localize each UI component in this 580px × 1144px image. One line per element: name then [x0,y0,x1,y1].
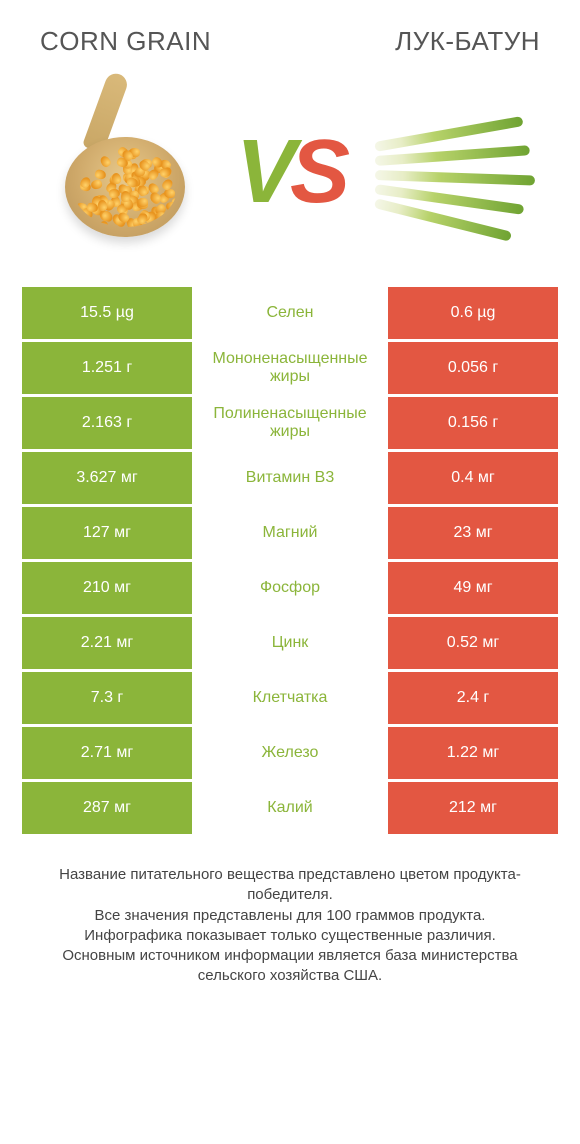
table-row: 2.163 гПолиненасыщенные жиры0.156 г [22,397,558,449]
footer-notes: Название питательного вещества представл… [0,837,580,987]
right-food-title: ЛУК-БАТУН [395,26,540,57]
right-value: 1.22 мг [388,727,558,779]
table-row: 3.627 мгВитамин B30.4 мг [22,452,558,504]
footer-line: Основным источником информации является … [30,946,550,987]
left-value: 2.163 г [22,397,192,449]
nutrient-label: Полиненасыщенные жиры [192,397,388,449]
table-row: 2.71 мгЖелезо1.22 мг [22,727,558,779]
right-value: 49 мг [388,562,558,614]
right-value: 0.4 мг [388,452,558,504]
nutrient-label: Магний [192,507,388,559]
corn-spoon-icon [50,97,200,247]
hero-row: VS [0,67,580,287]
table-row: 7.3 гКлетчатка2.4 г [22,672,558,724]
table-row: 15.5 µgСелен0.6 µg [22,287,558,339]
right-value: 212 мг [388,782,558,834]
right-value: 0.056 г [388,342,558,394]
footer-line: Название питательного вещества представл… [30,865,550,906]
footer-line: Инфографика показывает только существенн… [30,926,550,946]
table-row: 210 мгФосфор49 мг [22,562,558,614]
comparison-table: 15.5 µgСелен0.6 µg1.251 гМононенасыщенны… [0,287,580,834]
table-row: 2.21 мгЦинк0.52 мг [22,617,558,669]
nutrient-label: Клетчатка [192,672,388,724]
left-value: 210 мг [22,562,192,614]
left-value: 2.21 мг [22,617,192,669]
nutrient-label: Фосфор [192,562,388,614]
left-food-image [40,87,210,257]
right-value: 0.6 µg [388,287,558,339]
nutrient-label: Цинк [192,617,388,669]
right-value: 0.156 г [388,397,558,449]
right-value: 2.4 г [388,672,558,724]
left-value: 7.3 г [22,672,192,724]
left-value: 15.5 µg [22,287,192,339]
right-food-image [370,87,540,257]
left-value: 1.251 г [22,342,192,394]
vs-s: S [290,122,344,222]
left-value: 3.627 мг [22,452,192,504]
scallion-icon [375,112,535,232]
nutrient-label: Железо [192,727,388,779]
right-value: 23 мг [388,507,558,559]
right-value: 0.52 мг [388,617,558,669]
left-value: 127 мг [22,507,192,559]
nutrient-label: Калий [192,782,388,834]
left-value: 2.71 мг [22,727,192,779]
nutrient-label: Мононенасыщенные жиры [192,342,388,394]
table-row: 287 мгКалий212 мг [22,782,558,834]
table-row: 127 мгМагний23 мг [22,507,558,559]
footer-line: Все значения представлены для 100 граммо… [30,906,550,926]
left-food-title: CORN GRAIN [40,26,211,57]
vs-v: V [236,122,290,222]
left-value: 287 мг [22,782,192,834]
nutrient-label: Селен [192,287,388,339]
table-row: 1.251 гМононенасыщенные жиры0.056 г [22,342,558,394]
nutrient-label: Витамин B3 [192,452,388,504]
vs-label: VS [236,121,344,224]
header: CORN GRAIN ЛУК-БАТУН [0,0,580,67]
